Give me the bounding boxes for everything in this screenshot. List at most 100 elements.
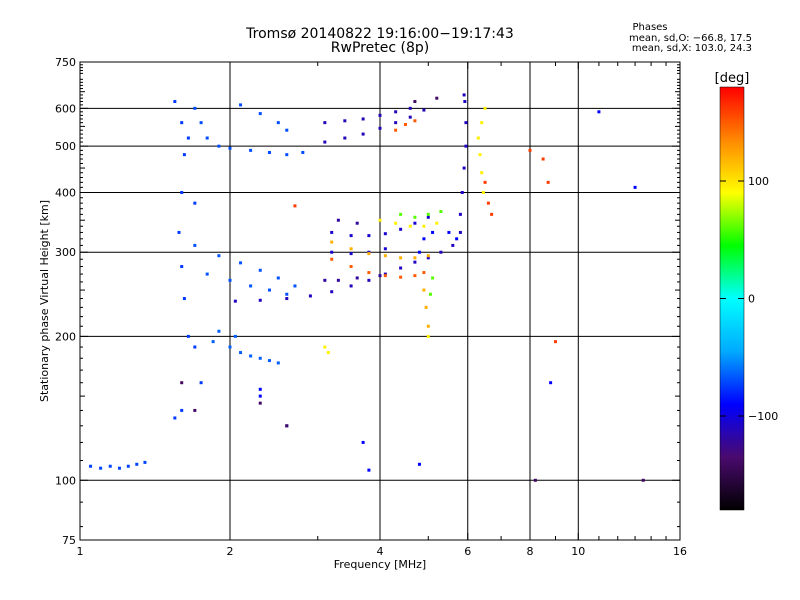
data-point — [413, 221, 417, 225]
data-point — [413, 256, 417, 260]
data-point — [417, 250, 421, 254]
data-point — [462, 93, 466, 97]
data-point — [367, 234, 371, 238]
data-point — [460, 190, 464, 194]
data-point — [361, 132, 365, 136]
data-point — [180, 190, 184, 194]
data-point — [355, 276, 359, 280]
data-point — [464, 144, 468, 148]
data-point — [205, 136, 209, 140]
data-point — [323, 121, 327, 125]
data-point — [431, 276, 435, 280]
data-point — [285, 128, 289, 132]
data-point — [435, 96, 439, 100]
data-point — [399, 256, 403, 260]
data-point — [383, 274, 387, 278]
data-point — [426, 215, 430, 219]
data-point — [483, 106, 487, 110]
data-point — [135, 462, 139, 466]
chart-title: Tromsø 20140822 19:16:00−19:17:43 — [246, 26, 514, 42]
data-point — [193, 408, 197, 412]
data-point — [361, 117, 365, 121]
data-point — [597, 110, 601, 114]
data-point — [394, 110, 398, 114]
data-point — [173, 416, 177, 420]
data-point — [217, 144, 221, 148]
data-point — [285, 153, 289, 157]
data-point — [330, 250, 334, 254]
data-point — [249, 284, 253, 288]
data-point — [367, 271, 371, 275]
data-point — [399, 266, 403, 270]
data-point — [447, 230, 451, 234]
colorbar: [deg] 100 0 −100 — [715, 71, 778, 511]
data-point — [330, 290, 334, 294]
data-point — [378, 126, 382, 130]
data-point — [276, 121, 280, 125]
data-point — [285, 297, 289, 301]
data-point — [199, 381, 203, 385]
data-point — [408, 224, 412, 228]
data-point — [426, 254, 430, 258]
data-point — [633, 185, 637, 189]
data-point — [403, 123, 407, 127]
data-point — [394, 128, 398, 132]
data-point — [239, 261, 243, 265]
data-point — [117, 466, 121, 470]
data-point — [336, 218, 340, 222]
data-point — [422, 237, 426, 241]
data-point — [553, 340, 557, 344]
data-point — [323, 140, 327, 144]
data-point — [413, 260, 417, 264]
data-point — [426, 212, 430, 216]
data-point — [549, 381, 553, 385]
y-tick-label: 75 — [62, 534, 76, 547]
data-point — [641, 478, 645, 482]
data-point — [258, 387, 262, 391]
data-point — [205, 272, 209, 276]
x-tick-label: 8 — [527, 545, 534, 558]
data-point — [233, 299, 237, 303]
data-point — [455, 237, 459, 241]
data-point — [458, 212, 462, 216]
x-tick-label: 16 — [673, 545, 687, 558]
data-point — [143, 460, 147, 464]
data-point — [451, 243, 455, 247]
data-point — [193, 243, 197, 247]
data-point — [180, 121, 184, 125]
data-point — [458, 230, 462, 234]
data-point — [323, 278, 327, 282]
data-point — [383, 247, 387, 251]
data-point — [361, 440, 365, 444]
data-point — [528, 148, 532, 152]
data-point — [308, 294, 312, 298]
data-point — [258, 394, 262, 398]
data-point — [258, 401, 262, 405]
data-point — [378, 113, 382, 117]
colorbar-label: [deg] — [715, 71, 750, 86]
data-point — [276, 361, 280, 365]
data-point — [343, 119, 347, 123]
data-point — [193, 201, 197, 205]
data-point — [126, 464, 130, 468]
data-point — [426, 324, 430, 328]
data-point — [480, 121, 484, 125]
data-point — [330, 230, 334, 234]
data-point — [239, 351, 243, 355]
data-point — [424, 305, 428, 309]
data-point — [89, 464, 93, 468]
data-point — [367, 252, 371, 256]
data-point — [182, 153, 186, 157]
x-tick-label: 2 — [227, 545, 234, 558]
data-point — [408, 115, 412, 119]
phases-heading: Phases — [632, 22, 668, 33]
chart-subtitle: RwPretec (8p) — [330, 40, 430, 56]
data-point — [439, 210, 443, 214]
colorbar-tick-label: −100 — [748, 410, 778, 423]
data-point — [285, 292, 289, 296]
data-point — [249, 148, 253, 152]
data-point — [193, 345, 197, 349]
data-point — [399, 227, 403, 231]
data-point — [343, 136, 347, 140]
